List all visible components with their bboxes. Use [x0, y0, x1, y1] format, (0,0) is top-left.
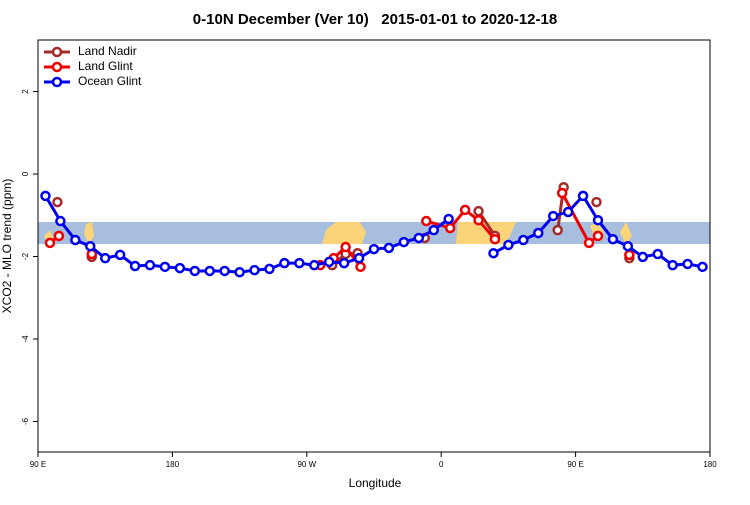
x-axis-label: Longitude	[349, 476, 402, 490]
point	[279, 257, 290, 269]
point	[234, 266, 245, 278]
point	[355, 261, 366, 273]
x-tick-label: 0	[439, 460, 444, 469]
land	[322, 222, 366, 244]
point	[340, 241, 351, 253]
point	[552, 224, 563, 236]
point	[577, 190, 589, 202]
point	[591, 196, 602, 208]
point	[607, 233, 619, 245]
point	[444, 222, 456, 234]
point	[189, 265, 201, 277]
point	[85, 240, 96, 252]
point	[459, 204, 471, 216]
point	[562, 206, 574, 218]
point	[503, 239, 514, 251]
point	[556, 187, 568, 199]
point	[652, 248, 663, 260]
series-line	[44, 195, 450, 274]
y-tick-label: -6	[21, 417, 30, 425]
chart-title: 0-10N December (Ver 10) 2015-01-01 to 20…	[193, 11, 557, 28]
point	[249, 264, 260, 276]
y-tick-label: -4	[21, 335, 30, 343]
point	[55, 215, 66, 227]
y-tick-label: 0	[21, 171, 30, 176]
point	[44, 237, 56, 249]
legend-label: Land Nadir	[78, 44, 137, 58]
point	[443, 213, 454, 225]
x-tick-label: 90 E	[30, 460, 46, 469]
x-tick-label: 90 W	[297, 460, 316, 469]
legend-marker	[51, 46, 63, 58]
point	[682, 258, 693, 270]
point	[624, 249, 635, 261]
legend-label: Ocean Glint	[78, 74, 142, 88]
point	[518, 234, 529, 246]
point	[592, 230, 604, 242]
point	[144, 259, 156, 271]
point	[114, 249, 126, 261]
land	[84, 222, 94, 244]
y-tick-label: -2	[21, 252, 30, 260]
point	[421, 215, 432, 227]
land	[620, 222, 632, 244]
point	[368, 243, 380, 255]
point	[488, 247, 499, 259]
point	[637, 251, 649, 263]
point	[697, 261, 708, 273]
point	[219, 265, 230, 277]
point	[204, 265, 215, 277]
point	[70, 234, 81, 246]
point	[622, 240, 634, 252]
point	[99, 252, 111, 264]
point	[338, 257, 350, 269]
point	[428, 224, 439, 236]
plot-frame	[37, 39, 711, 453]
point	[383, 242, 395, 254]
point	[583, 237, 595, 249]
point	[159, 261, 171, 273]
point	[52, 196, 63, 208]
point	[489, 233, 501, 245]
point	[413, 232, 425, 244]
point	[40, 190, 51, 202]
y-axis-label: XCO2 - MLO trend (ppm)	[0, 179, 14, 314]
legend-label: Land Glint	[78, 59, 133, 73]
legend-marker	[51, 76, 63, 88]
point	[547, 210, 559, 222]
point	[592, 214, 604, 226]
point	[353, 252, 365, 264]
x-tick-label: 180	[703, 460, 717, 469]
point	[129, 260, 141, 272]
point	[53, 230, 65, 242]
point	[473, 205, 484, 217]
point	[309, 259, 320, 271]
legend-marker	[51, 61, 63, 73]
x-tick-label: 90 E	[567, 460, 583, 469]
point	[323, 256, 335, 268]
point	[174, 262, 186, 274]
land	[456, 222, 516, 244]
point	[398, 236, 410, 248]
y-tick-label: 2	[21, 89, 30, 94]
point	[667, 259, 678, 271]
point	[533, 227, 544, 239]
series	[40, 190, 708, 278]
point	[294, 257, 305, 269]
point	[264, 263, 275, 275]
point	[473, 214, 484, 226]
x-tick-label: 180	[166, 460, 180, 469]
